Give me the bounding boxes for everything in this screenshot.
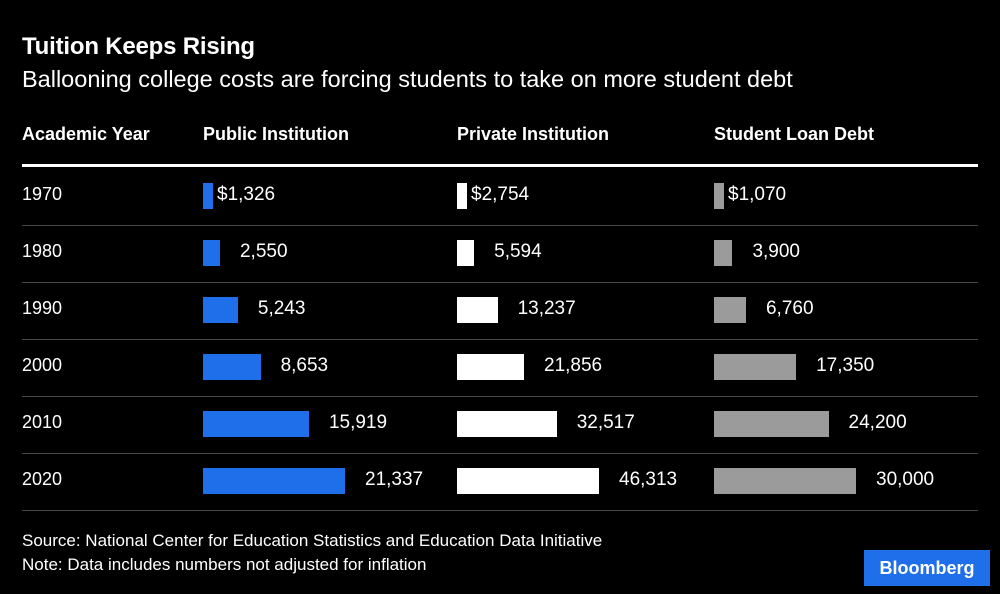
value-label: 30,000 xyxy=(876,469,935,490)
year-label: 1990 xyxy=(22,298,63,318)
value-label: 15,919 xyxy=(328,412,388,433)
column-header-public: Public Institution xyxy=(203,124,349,144)
inflation-note: Note: Data includes numbers not adjusted… xyxy=(22,555,427,574)
source-note: Source: National Center for Education St… xyxy=(22,531,603,550)
year-label: 1980 xyxy=(22,241,63,261)
bar-public xyxy=(203,240,220,266)
value-label: 3,900 xyxy=(752,241,800,262)
bar-loan xyxy=(714,411,829,437)
year-label: 2000 xyxy=(22,355,63,375)
row-divider xyxy=(22,453,978,454)
value-label: 6,760 xyxy=(765,298,814,319)
header-rule xyxy=(22,164,978,167)
bar-private xyxy=(457,240,475,266)
year-label: 2020 xyxy=(22,469,63,489)
value-label: 13,237 xyxy=(517,298,576,319)
value-label: 24,200 xyxy=(848,412,907,433)
bar-private xyxy=(457,183,467,209)
value-label: 21,337 xyxy=(365,469,424,490)
value-label: 5,594 xyxy=(494,241,542,262)
bar-loan xyxy=(714,183,724,209)
bar-private xyxy=(457,297,498,323)
bar-public xyxy=(203,354,261,380)
bar-loan xyxy=(714,354,797,380)
bar-loan xyxy=(714,468,856,494)
value-label: $2,754 xyxy=(471,184,530,205)
value-label: 21,856 xyxy=(544,355,603,376)
value-label: 2,550 xyxy=(239,241,288,262)
bar-public xyxy=(203,411,309,437)
column-header-loan: Student Loan Debt xyxy=(714,124,874,144)
chart-title: Tuition Keeps Rising xyxy=(22,33,255,60)
bar-loan xyxy=(714,240,733,266)
value-label: 8,653 xyxy=(280,355,329,376)
row-divider xyxy=(22,225,978,226)
value-label: $1,326 xyxy=(217,184,276,205)
bar-private xyxy=(457,468,599,494)
value-label: 5,243 xyxy=(257,298,306,319)
value-label: 17,350 xyxy=(816,355,875,376)
year-label: 1970 xyxy=(22,184,63,204)
bloomberg-logo: Bloomberg xyxy=(864,550,990,586)
bar-public xyxy=(203,183,213,209)
value-label: $1,070 xyxy=(728,184,787,205)
bar-private xyxy=(457,354,524,380)
row-divider xyxy=(22,282,978,283)
bar-private xyxy=(457,411,557,437)
bar-loan xyxy=(714,297,746,323)
bar-public xyxy=(203,468,345,494)
row-divider xyxy=(22,510,978,511)
value-label: 32,517 xyxy=(576,412,635,433)
bar-public xyxy=(203,297,238,323)
year-label: 2010 xyxy=(22,412,63,432)
column-header-year: Academic Year xyxy=(22,124,150,144)
chart-subtitle: Ballooning college costs are forcing stu… xyxy=(22,66,793,92)
value-label: 46,313 xyxy=(619,469,678,490)
column-header-private: Private Institution xyxy=(457,124,610,144)
row-divider xyxy=(22,396,978,397)
row-divider xyxy=(22,339,978,340)
